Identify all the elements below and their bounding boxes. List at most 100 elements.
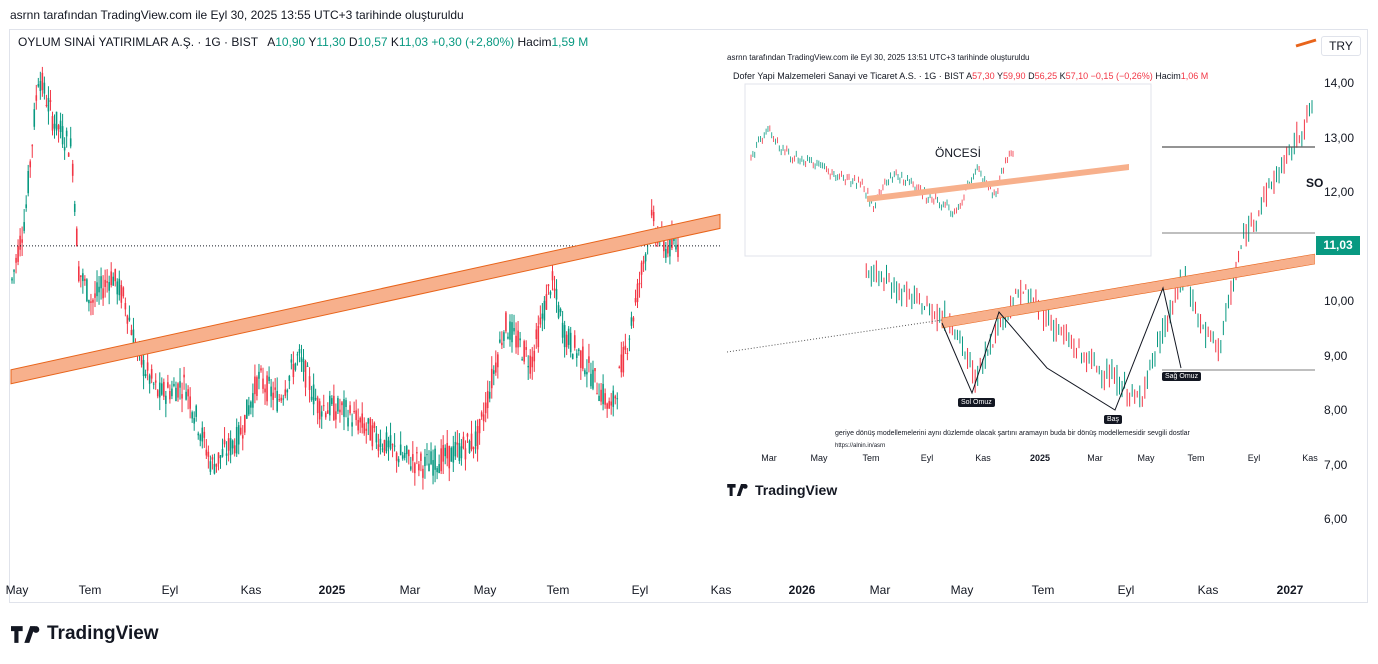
y-tick-label: 7,00 xyxy=(1324,457,1348,472)
candle-body xyxy=(65,130,68,137)
candle-body xyxy=(171,388,173,397)
candle-body xyxy=(567,328,570,345)
candle-body xyxy=(561,322,564,338)
candle-body xyxy=(156,390,159,397)
candle-body xyxy=(405,446,408,455)
candle-body xyxy=(563,325,566,348)
candle-body xyxy=(418,464,420,471)
chart-frame[interactable] xyxy=(9,29,1368,603)
candle-body xyxy=(624,345,627,350)
candle-body xyxy=(468,440,471,453)
candle-body xyxy=(290,359,293,363)
candle-body xyxy=(205,449,208,456)
candle-body xyxy=(490,368,493,389)
candle-body xyxy=(580,350,582,368)
candle-body xyxy=(460,446,463,459)
candle-body xyxy=(19,235,21,250)
inset-open: 57,30 xyxy=(972,71,995,81)
candle-body xyxy=(367,418,370,424)
inset-low-label: D xyxy=(1028,71,1035,81)
y-tick-label: 10,00 xyxy=(1324,294,1355,308)
candle-body xyxy=(314,397,317,400)
right-shoulder-label: Sağ Omuz xyxy=(1162,372,1202,381)
candle-body xyxy=(501,342,503,346)
symbol-legend: OYLUM SINAİ YATIRIMLAR A.Ş. · 1G · BIST … xyxy=(18,35,588,49)
candle-body xyxy=(448,446,451,469)
candle-body xyxy=(671,234,673,248)
candle-body xyxy=(495,362,497,373)
legend-low-label: D xyxy=(348,35,358,49)
candle-body xyxy=(387,440,390,448)
inset-note-link: https://alnin.in/asrn xyxy=(835,443,886,449)
candle-body xyxy=(98,286,100,293)
candle-body xyxy=(650,209,653,216)
candle-body xyxy=(272,392,274,400)
candle-body xyxy=(462,436,465,449)
candle-body xyxy=(37,84,40,87)
candle-body xyxy=(316,397,319,414)
candle-body xyxy=(515,335,517,348)
candle-body xyxy=(96,282,98,297)
candle-body xyxy=(276,390,278,412)
x-tick-label: 2025 xyxy=(318,583,346,597)
inset-high: 59,90 xyxy=(1003,71,1026,81)
candle-body xyxy=(337,398,339,412)
candle-body xyxy=(665,248,667,258)
candle-body xyxy=(677,244,679,258)
candle-body xyxy=(177,383,179,398)
legend-close: 11,03 xyxy=(398,35,429,49)
candle-body xyxy=(241,435,244,439)
candle-body xyxy=(51,116,54,131)
candle-body xyxy=(488,391,491,399)
candle-body xyxy=(640,262,643,275)
tradingview-logo[interactable]: TradingView xyxy=(11,623,159,645)
candle-body xyxy=(59,120,62,133)
candle-body xyxy=(521,359,523,361)
candle-body xyxy=(197,433,200,436)
x-tick-label: Mar xyxy=(399,583,421,597)
candle-body xyxy=(112,276,115,286)
candle-body xyxy=(422,468,424,478)
legend-high: 11,30 xyxy=(316,35,346,49)
candle-body xyxy=(229,438,232,456)
inset-x-tick-label: 2025 xyxy=(1029,453,1051,463)
candle-body xyxy=(391,444,394,446)
candle-body xyxy=(652,211,655,222)
inset-close-label: K xyxy=(1059,71,1066,81)
inset-x-tick-label: Eyl xyxy=(920,453,934,463)
candle-body xyxy=(120,285,123,303)
candle-body xyxy=(227,438,230,451)
y-tick-label: 13,00 xyxy=(1324,130,1355,145)
candle-body xyxy=(531,356,534,368)
inset-neckline-band xyxy=(941,253,1315,329)
candle-body xyxy=(282,398,285,400)
currency-button[interactable]: TRY xyxy=(1321,36,1361,56)
legend-close-label: K xyxy=(390,35,399,49)
inset-screenshot xyxy=(727,48,1315,468)
candle-body xyxy=(634,298,637,303)
candle-body xyxy=(590,373,592,387)
inset-note: geriye dönüş modellemelerini aynı düzlem… xyxy=(835,430,1190,437)
candle-body xyxy=(225,453,228,456)
candle-body xyxy=(644,254,647,262)
candle-body xyxy=(497,354,499,368)
inset-change: −0,15 (−0,26%) xyxy=(1090,71,1153,81)
legend-open: 10,90 xyxy=(275,35,306,49)
candle-body xyxy=(409,466,412,470)
candle-body xyxy=(169,391,171,400)
candle-body xyxy=(383,440,386,454)
candle-body xyxy=(233,445,236,454)
candle-body xyxy=(221,449,224,457)
candle-body xyxy=(29,161,32,168)
candle-body xyxy=(403,452,406,458)
candle-body xyxy=(243,414,246,433)
candle-body xyxy=(557,305,560,318)
resistance-band xyxy=(10,213,721,385)
inset-x-tick-label: Eyl xyxy=(1247,453,1261,463)
x-tick-label: 2026 xyxy=(788,583,816,597)
candle-body xyxy=(339,409,341,413)
candle-body xyxy=(102,288,104,299)
candle-body xyxy=(612,390,615,407)
candle-body xyxy=(199,434,202,441)
